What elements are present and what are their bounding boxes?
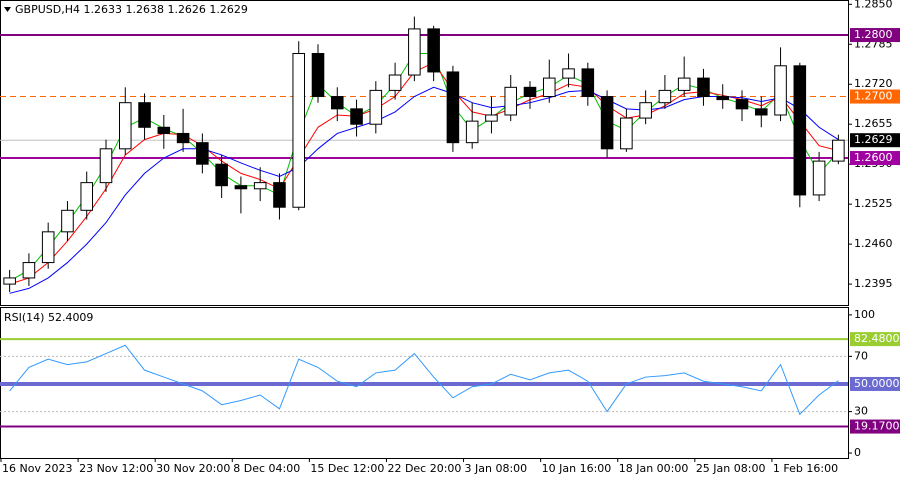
candle-body bbox=[61, 209, 74, 233]
rsi-line bbox=[9, 344, 839, 416]
candle-body bbox=[581, 68, 595, 98]
level-label: 82.4800 bbox=[854, 332, 900, 345]
candle-body bbox=[215, 163, 228, 187]
x-tick-label: 8 Dec 04:00 bbox=[233, 462, 300, 475]
level-label-box bbox=[850, 332, 900, 347]
moving-average bbox=[9, 86, 839, 294]
candle-body bbox=[774, 65, 787, 116]
y-tick-label: 1.2460 bbox=[854, 237, 893, 250]
level-label-box bbox=[850, 151, 900, 166]
candle-body bbox=[234, 185, 248, 190]
candle-body bbox=[735, 99, 749, 110]
candle-body bbox=[273, 182, 286, 208]
candle-body bbox=[485, 114, 498, 122]
level-label-box bbox=[850, 89, 900, 104]
candle-body bbox=[793, 65, 807, 196]
level-label: 1.2800 bbox=[854, 28, 893, 41]
x-tick-label: 10 Jan 16:00 bbox=[542, 462, 612, 475]
y-tick-label: 1.2655 bbox=[854, 117, 893, 130]
level-label-box bbox=[850, 419, 900, 434]
candle-body bbox=[369, 89, 383, 125]
candle-body bbox=[620, 117, 633, 150]
candle-body bbox=[562, 68, 575, 79]
candle-body bbox=[754, 108, 768, 116]
candle-body bbox=[138, 102, 151, 128]
candle-body bbox=[350, 108, 363, 125]
candle-body bbox=[504, 86, 518, 116]
x-tick-label: 16 Nov 2023 bbox=[2, 462, 72, 475]
candle-body bbox=[697, 77, 710, 98]
y-tick-label: 0 bbox=[854, 446, 861, 459]
menu-triangle bbox=[4, 7, 11, 12]
candle-body bbox=[523, 86, 537, 98]
price-panel bbox=[0, 0, 849, 306]
x-tick-label: 25 Jan 08:00 bbox=[696, 462, 766, 475]
y-tick-label: 1.2720 bbox=[854, 77, 893, 90]
y-tick-label: 70 bbox=[854, 349, 868, 362]
candle-body bbox=[542, 77, 556, 98]
x-tick-label: 15 Dec 12:00 bbox=[310, 462, 384, 475]
candle-body bbox=[716, 96, 730, 101]
candle-body bbox=[658, 89, 672, 104]
level-label: 1.2600 bbox=[854, 151, 893, 164]
candle-body bbox=[465, 120, 479, 144]
candle-body bbox=[157, 126, 171, 134]
candle-body bbox=[292, 52, 306, 208]
x-tick-label: 22 Dec 20:00 bbox=[387, 462, 461, 475]
candle-body bbox=[812, 160, 826, 196]
y-tick-label: 100 bbox=[854, 308, 875, 321]
x-tick-label: 23 Nov 12:00 bbox=[79, 462, 153, 475]
candle-body bbox=[118, 102, 132, 150]
candle-body bbox=[99, 148, 113, 184]
y-tick-label: 1.2395 bbox=[854, 277, 893, 290]
level-label-box bbox=[850, 28, 900, 43]
y-tick-label: 1.2525 bbox=[854, 197, 893, 210]
x-tick-label: 3 Jan 08:00 bbox=[465, 462, 528, 475]
x-tick-label: 30 Nov 20:00 bbox=[156, 462, 230, 475]
level-label: 50.0000 bbox=[854, 377, 900, 390]
candle-body bbox=[388, 74, 402, 91]
chart-title: GBPUSD,H4 1.2633 1.2638 1.2626 1.2629 bbox=[15, 3, 248, 16]
candle-body bbox=[639, 102, 652, 119]
level-label-box bbox=[850, 376, 900, 391]
y-tick-label: 30 bbox=[854, 405, 868, 418]
rsi-title: RSI(14) 52.4009 bbox=[4, 311, 93, 324]
candle-body bbox=[446, 71, 460, 144]
level-label: 19.1700 bbox=[854, 420, 900, 433]
candle-body bbox=[600, 96, 614, 150]
x-tick-label: 18 Jan 00:00 bbox=[619, 462, 689, 475]
candle-body bbox=[253, 182, 267, 190]
current-price-label-box bbox=[850, 133, 900, 148]
candle-body bbox=[196, 142, 209, 165]
x-tick-label: 1 Feb 16:00 bbox=[773, 462, 838, 475]
candle-body bbox=[176, 132, 190, 144]
y-tick-label: 1.2850 bbox=[854, 0, 893, 10]
candle-body bbox=[22, 262, 36, 279]
candle-body bbox=[427, 28, 440, 73]
candle-body bbox=[3, 277, 16, 285]
candle-body bbox=[408, 28, 421, 76]
candle-body bbox=[311, 52, 325, 98]
current-price-label: 1.2629 bbox=[854, 133, 893, 146]
level-label: 1.2700 bbox=[854, 90, 893, 103]
candle-body bbox=[677, 77, 691, 91]
candle-body bbox=[330, 96, 344, 110]
candle-body bbox=[41, 231, 55, 264]
candle-body bbox=[80, 182, 94, 211]
candle-body bbox=[832, 139, 845, 162]
